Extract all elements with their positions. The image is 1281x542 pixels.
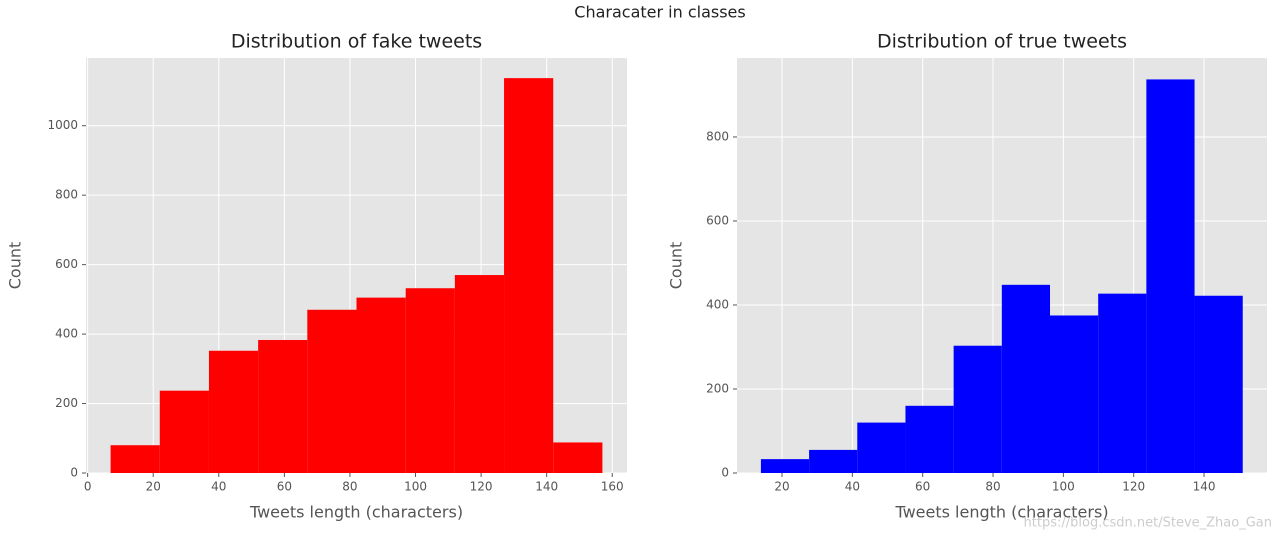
chart-title: Distribution of fake tweets <box>231 31 482 53</box>
bar <box>1194 295 1243 473</box>
bar <box>454 275 505 473</box>
y-tick-label: 800 <box>55 188 78 202</box>
bar <box>1050 315 1099 473</box>
chart-title: Distribution of true tweets <box>877 31 1127 53</box>
y-tick-label: 600 <box>55 257 78 271</box>
x-axis-label: Tweets length (characters) <box>894 503 1108 522</box>
suptitle: Characater in classes <box>574 3 745 22</box>
x-tick-label: 160 <box>601 480 624 494</box>
bar <box>953 345 1002 473</box>
y-tick-label: 400 <box>55 327 78 341</box>
bar <box>258 339 308 473</box>
x-tick-label: 80 <box>342 480 357 494</box>
bar <box>110 445 160 473</box>
bar <box>857 422 906 473</box>
x-tick-label: 100 <box>1052 480 1075 494</box>
x-tick-label: 120 <box>470 480 493 494</box>
y-tick-label: 0 <box>70 466 78 480</box>
watermark: https://blog.csdn.net/Steve_Zhao_Gan <box>1024 516 1272 531</box>
y-tick-label: 800 <box>706 129 729 143</box>
x-tick-label: 140 <box>1193 480 1216 494</box>
y-axis-label: Count <box>6 242 25 290</box>
bar <box>905 405 954 473</box>
x-tick-label: 60 <box>915 480 930 494</box>
x-tick-label: 0 <box>84 480 92 494</box>
bar <box>356 297 406 473</box>
x-tick-label: 120 <box>1122 480 1145 494</box>
bar <box>1146 79 1195 474</box>
y-tick-label: 0 <box>721 466 729 480</box>
x-tick-label: 20 <box>774 480 789 494</box>
y-axis-label: Count <box>667 242 686 290</box>
x-tick-label: 80 <box>985 480 1000 494</box>
x-tick-label: 40 <box>845 480 860 494</box>
bar <box>405 288 455 473</box>
bar <box>504 78 554 473</box>
y-tick-label: 200 <box>706 381 729 395</box>
y-tick-label: 400 <box>706 297 729 311</box>
x-tick-label: 20 <box>146 480 161 494</box>
y-tick-label: 200 <box>55 396 78 410</box>
bar <box>553 442 603 473</box>
bar <box>1098 293 1147 473</box>
x-tick-label: 40 <box>211 480 226 494</box>
bar <box>809 449 858 473</box>
bar <box>1001 284 1051 473</box>
bar <box>159 390 209 473</box>
y-tick-label: 600 <box>706 213 729 227</box>
bar <box>760 459 810 473</box>
x-tick-label: 60 <box>277 480 292 494</box>
x-tick-label: 140 <box>535 480 558 494</box>
bar <box>307 309 357 473</box>
x-tick-label: 100 <box>404 480 427 494</box>
bar <box>208 350 259 473</box>
y-tick-label: 1000 <box>47 118 78 132</box>
x-axis-label: Tweets length (characters) <box>249 503 463 522</box>
